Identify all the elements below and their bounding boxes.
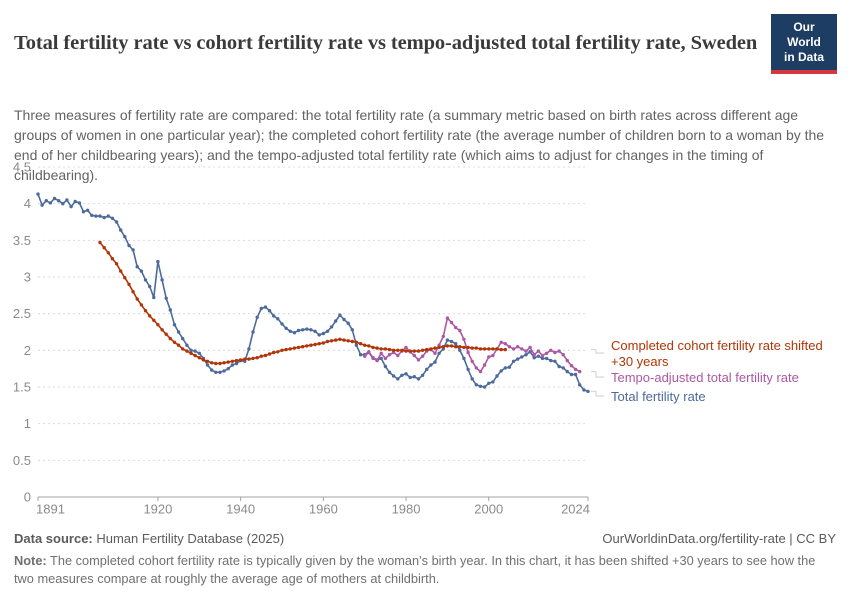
svg-text:4: 4	[24, 196, 31, 211]
legend-item-completed-cohort-fertility-rate[interactable]: Completed cohort fertility rate shifted …	[611, 338, 850, 369]
svg-text:3.5: 3.5	[13, 233, 31, 248]
svg-text:2024: 2024	[561, 502, 590, 517]
svg-text:1891: 1891	[36, 502, 65, 517]
owid-logo-line1: Our World	[787, 20, 821, 49]
svg-text:1: 1	[24, 416, 31, 431]
legend-label-line: Completed cohort fertility rate shifted	[611, 338, 823, 353]
svg-text:2.5: 2.5	[13, 306, 31, 321]
svg-text:1980: 1980	[392, 502, 421, 517]
data-source: Data source: Human Fertility Database (2…	[14, 531, 284, 546]
svg-text:1960: 1960	[309, 502, 338, 517]
legend-label-line: Total fertility rate	[611, 389, 706, 404]
data-source-value: Human Fertility Database (2025)	[92, 531, 285, 546]
footer-note-label: Note:	[14, 553, 47, 568]
series-completed-cohort-fertility-rate-shifted-30-years[interactable]	[98, 240, 507, 366]
svg-text:0.5: 0.5	[13, 453, 31, 468]
owid-link[interactable]: OurWorldinData.org/fertility-rate | CC B…	[602, 531, 836, 546]
legend-item-tempo-adjusted-total-fertility-rate[interactable]: Tempo-adjusted total fertility rate	[611, 370, 850, 386]
y-gridlines	[38, 166, 588, 498]
footer: Data source: Human Fertility Database (2…	[14, 531, 836, 546]
series-total-fertility-rate[interactable]	[36, 192, 590, 394]
svg-text:2000: 2000	[474, 502, 503, 517]
x-axis: 1891 1920 1940 1960 1980 2000 2024	[36, 497, 590, 517]
svg-text:1.5: 1.5	[13, 380, 31, 395]
owid-logo-line2: in Data	[783, 50, 824, 64]
series-tempo-adjusted-total-fertility-rate[interactable]	[363, 316, 582, 374]
legend-label-line: +30 years	[611, 353, 669, 369]
svg-text:2: 2	[24, 343, 31, 358]
svg-text:4.5: 4.5	[13, 160, 31, 175]
footer-note-value: The completed cohort fertility rate is t…	[14, 553, 816, 586]
svg-text:0: 0	[24, 490, 31, 505]
owid-logo[interactable]: Our World in Data	[771, 14, 837, 74]
svg-text:3: 3	[24, 270, 31, 285]
legend-item-total-fertility-rate[interactable]: Total fertility rate	[611, 389, 850, 405]
y-axis-labels: 0 0.5 1 1.5 2 2.5 3 3.5 4 4.5	[13, 160, 31, 505]
page-title: Total fertility rate vs cohort fertility…	[14, 31, 758, 54]
svg-text:1920: 1920	[143, 502, 172, 517]
legend-leader-lines	[591, 349, 604, 397]
svg-text:1940: 1940	[226, 502, 255, 517]
page-subtitle: Three measures of fertility rate are com…	[14, 107, 825, 183]
legend-label-line: Tempo-adjusted total fertility rate	[611, 370, 799, 385]
footer-note: Note: The completed cohort fertility rat…	[14, 552, 836, 588]
data-source-label: Data source:	[14, 531, 93, 546]
